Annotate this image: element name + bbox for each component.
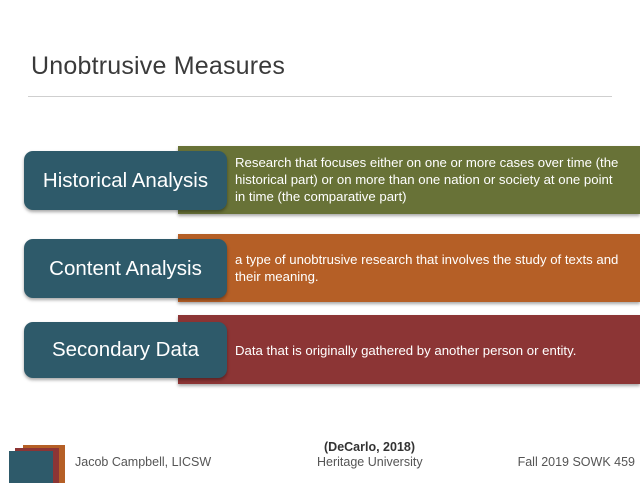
slide-title: Unobtrusive Measures <box>31 52 286 80</box>
description-bar <box>178 234 640 302</box>
row-historical-analysis: Research that focuses either on one or m… <box>0 146 640 216</box>
description-text: Data that is originally gathered by anot… <box>235 343 577 358</box>
label-box: Content Analysis <box>24 239 227 298</box>
description-text: a type of unobtrusive research that invo… <box>235 252 619 284</box>
footer-citation: (DeCarlo, 2018) <box>324 440 416 454</box>
footer-author: Jacob Campbell, LICSW <box>75 455 212 469</box>
footer-logo-icon <box>9 445 65 483</box>
description-bar <box>178 146 640 214</box>
label-box: Historical Analysis <box>24 151 227 210</box>
footer-institution: Heritage University <box>317 455 423 469</box>
description-bar <box>178 315 640 384</box>
label-box: Secondary Data <box>24 322 227 378</box>
footer-course: Fall 2019 SOWK 459 <box>517 455 635 469</box>
row-secondary-data: Data that is originally gathered by anot… <box>0 315 640 385</box>
description-text: Research that focuses either on one or m… <box>235 155 619 204</box>
row-content-analysis: a type of unobtrusive research that invo… <box>0 234 640 304</box>
title-divider <box>28 96 612 97</box>
